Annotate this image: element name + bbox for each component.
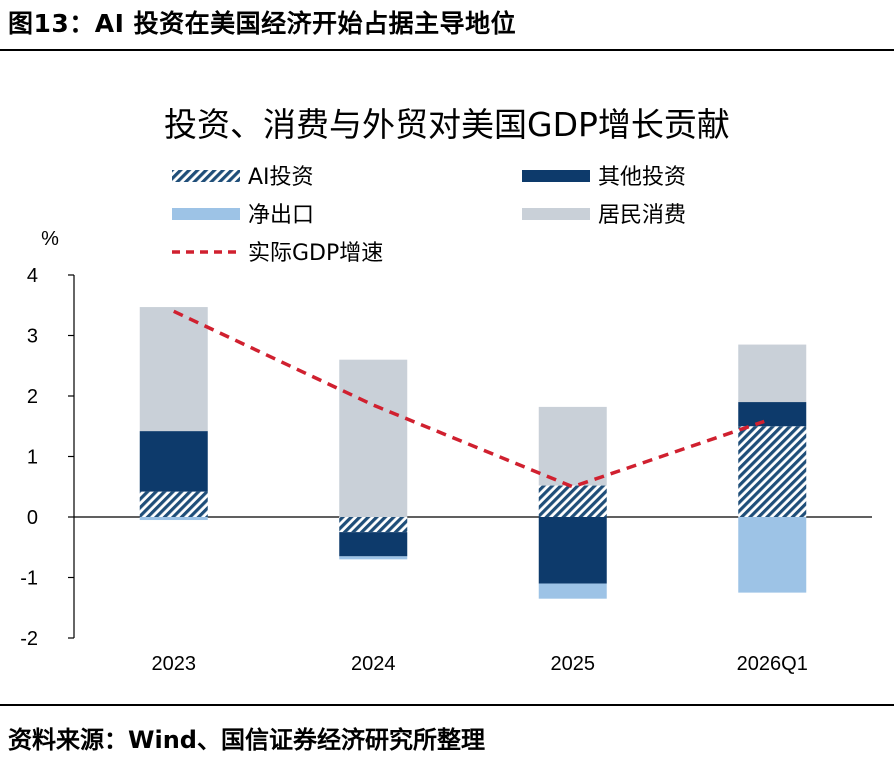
legend-swatch bbox=[522, 208, 590, 220]
legend-label: 实际GDP增速 bbox=[248, 241, 383, 266]
x-tick-label: 2024 bbox=[351, 653, 396, 675]
bars bbox=[139, 307, 807, 599]
x-tick-label: 2026Q1 bbox=[737, 653, 808, 675]
x-tick-label: 2023 bbox=[152, 653, 197, 675]
legend-swatch bbox=[172, 208, 240, 220]
legend-label: 居民消费 bbox=[598, 203, 686, 228]
bar-segment bbox=[538, 485, 607, 517]
y-tick-label: -2 bbox=[20, 628, 38, 650]
figure-title: 图13：AI 投资在美国经济开始占据主导地位 bbox=[8, 9, 517, 38]
legend-swatch bbox=[172, 170, 240, 182]
bar-segment bbox=[339, 532, 408, 557]
y-tick-label: 3 bbox=[27, 326, 38, 348]
y-axis-unit-label: % bbox=[41, 228, 59, 250]
gdp-growth-line bbox=[173, 309, 765, 489]
top-rule bbox=[0, 49, 894, 51]
bar-segment bbox=[738, 344, 807, 403]
legend-label: 净出口 bbox=[248, 203, 314, 228]
y-tick-label: 2 bbox=[27, 386, 38, 408]
bar-segment bbox=[538, 583, 607, 599]
bar-segment bbox=[139, 517, 208, 521]
bar-segment bbox=[139, 491, 208, 517]
y-tick-label: 0 bbox=[27, 507, 38, 529]
bar-segment bbox=[738, 517, 807, 593]
bottom-rule bbox=[0, 704, 894, 706]
legend-swatch bbox=[522, 170, 590, 182]
y-tick-label: -1 bbox=[20, 568, 38, 590]
legend-label: AI投资 bbox=[248, 165, 314, 190]
bar-segment bbox=[339, 359, 408, 517]
bar-segment bbox=[339, 556, 408, 560]
bar-segment bbox=[538, 517, 607, 584]
bar-segment bbox=[139, 307, 208, 432]
bar-segment bbox=[339, 517, 408, 533]
gdp-line-series bbox=[173, 309, 765, 489]
y-tick-label: 1 bbox=[27, 447, 38, 469]
bar-segment bbox=[738, 402, 807, 427]
bar-segment bbox=[139, 431, 208, 492]
bar-segment bbox=[738, 426, 807, 517]
axes: 4 3 2 1 0 -1 -2 2023 2024 2025 2026Q1 bbox=[20, 265, 872, 675]
y-tick-label: 4 bbox=[27, 265, 38, 287]
source-note: 资料来源：Wind、国信证券经济研究所整理 bbox=[8, 726, 485, 754]
legend-label: 其他投资 bbox=[598, 165, 686, 190]
x-tick-label: 2025 bbox=[551, 653, 596, 675]
chart-title: 投资、消费与外贸对美国GDP增长贡献 bbox=[164, 105, 730, 144]
bar-segment bbox=[538, 406, 607, 486]
